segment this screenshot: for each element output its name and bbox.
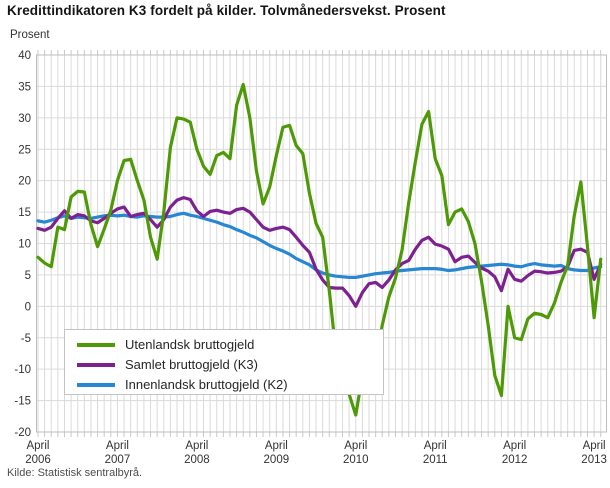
legend-swatch-utenlandsk [77, 343, 115, 347]
y-tick-label: 15 [18, 207, 31, 219]
x-tick-label-year: 2009 [264, 454, 290, 466]
x-tick-label-month: April [106, 440, 129, 452]
x-tick-label-month: April [185, 440, 208, 452]
source-note: Kilde: Statistisk sentralbyrå. [7, 467, 143, 479]
y-tick-label: 5 [25, 270, 31, 282]
legend: Utenlandsk bruttogjeld Samlet bruttogjel… [64, 329, 384, 395]
y-tick-label: -15 [14, 396, 31, 408]
x-tick-label-year: 2006 [25, 454, 51, 466]
y-tick-label: 0 [25, 301, 31, 313]
series-line-samlet [36, 196, 603, 308]
y-tick-label: -5 [21, 333, 31, 345]
y-axis-labels: 40 35 30 25 20 15 10 5 0 -5 -10 -15 -20 [14, 50, 31, 439]
legend-item: Samlet bruttogjeld (K3) [77, 356, 383, 374]
y-tick-label: 40 [18, 50, 31, 62]
x-tick-label-month: April [424, 440, 447, 452]
legend-label: Samlet bruttogjeld (K3) [125, 357, 258, 372]
y-axis-unit-label: Prosent [10, 29, 50, 41]
y-tick-label: -20 [14, 427, 31, 439]
series-lines-group [36, 82, 603, 417]
legend-swatch-innenlandsk [77, 383, 115, 387]
legend-label: Utenlandsk bruttogjeld [125, 337, 255, 352]
legend-item: Innenlandsk bruttogjeld (K2) [77, 376, 383, 394]
legend-swatch-samlet [77, 363, 115, 367]
axis-ticks-group [37, 50, 602, 437]
y-tick-label: -10 [14, 364, 31, 376]
y-tick-label: 30 [18, 113, 31, 125]
x-tick-label-month: April [265, 440, 288, 452]
series-line-utenlandsk [36, 82, 603, 417]
x-tick-label-month: April [583, 440, 606, 452]
x-tick-label-year: 2007 [105, 454, 131, 466]
x-tick-label-month: April [344, 440, 367, 452]
chart-title: Kredittindikatoren K3 fordelt på kilder.… [7, 3, 446, 18]
series-line-innenlandsk [36, 211, 603, 280]
x-tick-label-year: 2011 [423, 454, 448, 466]
x-tick-label-month: April [503, 440, 526, 452]
x-tick-label-year: 2012 [502, 454, 528, 466]
x-tick-label-year: 2013 [581, 454, 607, 466]
plot-border [36, 54, 607, 433]
x-tick-label-year: 2008 [184, 454, 210, 466]
x-axis-labels: April 2006 April 2007 April 2008 April 2009 Apri… [25, 440, 607, 466]
x-tick-label-year: 2010 [343, 454, 369, 466]
y-tick-label: 20 [18, 176, 31, 188]
x-tick-label-month: April [26, 440, 49, 452]
legend-label: Innenlandsk bruttogjeld (K2) [125, 377, 288, 392]
y-tick-label: 10 [18, 239, 31, 251]
y-tick-label: 25 [18, 144, 31, 156]
legend-item: Utenlandsk bruttogjeld [77, 336, 383, 354]
y-tick-label: 35 [18, 81, 31, 93]
